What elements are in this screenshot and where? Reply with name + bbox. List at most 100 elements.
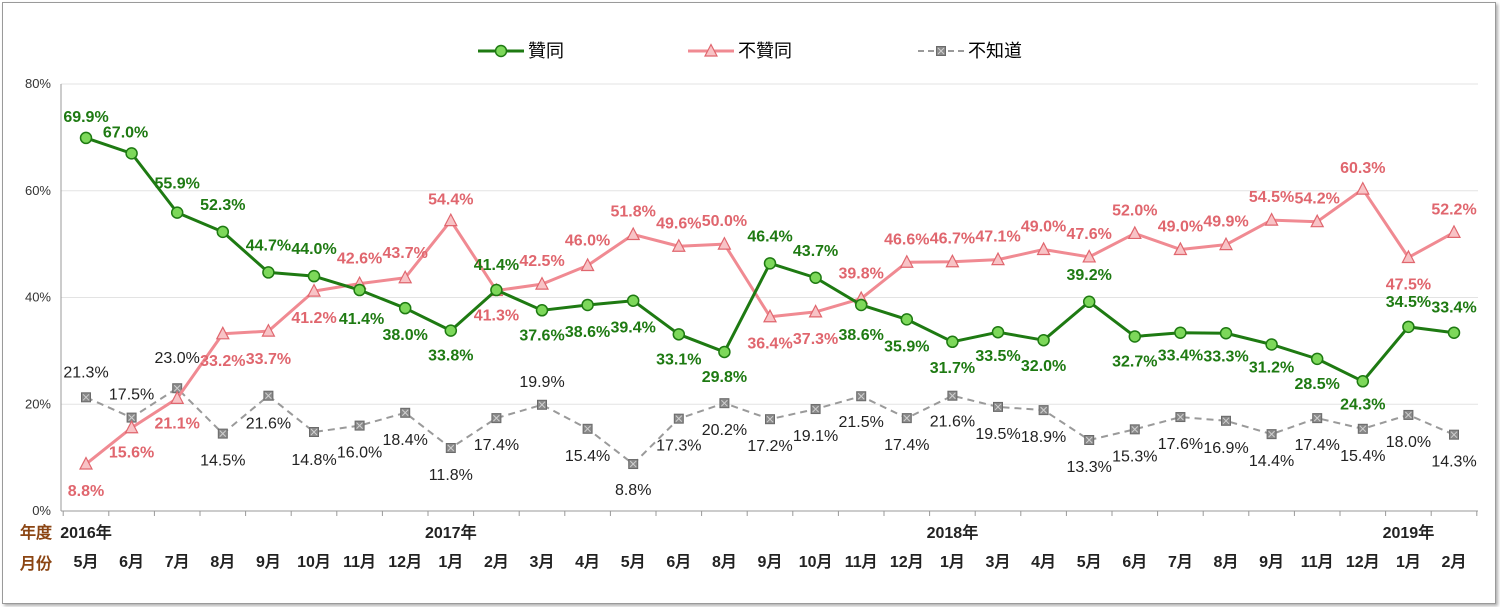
point-marker <box>216 225 230 239</box>
point-marker <box>809 271 822 285</box>
data-label: 18.4% <box>383 432 428 449</box>
point-marker <box>215 325 230 340</box>
point-marker <box>307 283 321 297</box>
data-label: 41.4% <box>474 257 519 274</box>
data-label: 41.3% <box>474 308 519 325</box>
data-label: 14.8% <box>291 452 336 469</box>
legend-label: 不贊同 <box>738 41 792 61</box>
data-label: 21.3% <box>63 364 108 381</box>
data-label: 17.6% <box>1158 436 1203 453</box>
category-label: 6月 <box>1122 553 1147 571</box>
point-marker-cross <box>310 428 318 436</box>
point-marker <box>1127 225 1142 240</box>
point-marker <box>535 276 549 290</box>
data-label: 54.5% <box>1249 189 1294 206</box>
point-marker <box>125 147 138 160</box>
point-marker <box>1355 181 1370 195</box>
data-label: 28.5% <box>1295 376 1340 393</box>
point-marker <box>398 269 413 284</box>
row-label-year: 年度 <box>20 523 53 542</box>
point-marker <box>1219 327 1233 340</box>
data-label: 44.0% <box>291 241 336 258</box>
point-marker <box>124 419 139 434</box>
data-label: 15.3% <box>1112 448 1157 465</box>
point-marker-cross <box>1040 406 1047 414</box>
series-2 <box>81 383 1459 470</box>
data-label: 46.7% <box>930 231 975 248</box>
category-label: 2月 <box>1442 553 1467 571</box>
point-marker <box>1128 330 1142 343</box>
data-label: 31.7% <box>930 360 975 377</box>
data-label: 38.6% <box>839 327 884 344</box>
point-marker <box>398 301 412 315</box>
point-marker-cross <box>1450 431 1458 439</box>
legend-item: 不知道 <box>918 41 1022 61</box>
point-marker-cross <box>584 425 591 433</box>
data-label: 17.4% <box>884 437 929 454</box>
y-tick-label: 80% <box>25 76 51 91</box>
point-marker <box>1037 333 1050 347</box>
data-label: 32.7% <box>1112 353 1157 370</box>
data-label: 8.8% <box>615 482 651 499</box>
data-label: 55.9% <box>155 176 200 193</box>
data-label: 13.3% <box>1067 459 1112 476</box>
point-marker <box>763 308 777 323</box>
point-marker <box>899 254 914 268</box>
data-label: 18.9% <box>1021 429 1066 446</box>
point-marker-cross <box>629 460 637 468</box>
point-marker <box>672 328 686 341</box>
data-label: 33.1% <box>656 351 701 368</box>
point-marker-cross <box>949 392 956 400</box>
legend-label: 不知道 <box>968 41 1022 61</box>
point-marker <box>581 298 594 312</box>
point-marker <box>262 266 275 279</box>
point-marker <box>1310 352 1324 366</box>
year-label: 2019年 <box>1383 523 1435 542</box>
year-label: 2018年 <box>927 523 979 542</box>
point-marker-cross <box>356 422 363 429</box>
category-label: 10月 <box>799 553 833 571</box>
point-marker-cross <box>1085 436 1093 444</box>
data-label: 14.5% <box>200 453 245 470</box>
category-label: 9月 <box>256 553 281 571</box>
data-label: 19.1% <box>793 428 838 445</box>
data-label: 51.8% <box>611 204 656 221</box>
data-label: 60.3% <box>1340 160 1385 177</box>
data-label: 31.2% <box>1249 359 1294 376</box>
data-label: 18.0% <box>1386 434 1431 451</box>
point-marker <box>991 325 1005 339</box>
data-label: 49.9% <box>1203 214 1248 231</box>
data-label: 24.3% <box>1340 396 1385 413</box>
point-marker <box>307 269 321 283</box>
data-label: 43.7% <box>383 245 428 262</box>
legend-item: 贊同 <box>478 41 564 61</box>
data-label: 46.4% <box>747 228 792 245</box>
data-label: 21.6% <box>246 416 291 433</box>
point-marker-cross <box>538 401 546 409</box>
data-label: 20.2% <box>702 422 747 439</box>
data-label: 17.5% <box>109 387 154 404</box>
point-marker-cross <box>721 399 728 407</box>
data-label: 37.3% <box>793 331 838 348</box>
data-label: 17.4% <box>474 437 519 454</box>
legend-item: 不贊同 <box>688 41 792 61</box>
point-marker <box>718 345 731 359</box>
point-marker <box>170 390 185 404</box>
data-label: 33.5% <box>975 348 1020 365</box>
year-label: 2016年 <box>60 523 112 542</box>
data-label: 47.6% <box>1067 226 1112 243</box>
data-label: 19.9% <box>519 374 564 391</box>
data-label: 69.9% <box>63 109 108 126</box>
point-marker <box>1356 375 1370 388</box>
point-marker-cross <box>82 393 90 401</box>
legend-label: 贊同 <box>528 41 564 61</box>
point-marker <box>717 236 732 250</box>
category-label: 4月 <box>1031 553 1056 571</box>
data-label: 38.0% <box>383 327 428 344</box>
point-marker <box>79 456 93 470</box>
point-marker <box>1401 249 1416 264</box>
point-marker <box>494 44 508 58</box>
data-label: 21.6% <box>930 414 975 431</box>
category-label: 4月 <box>575 553 600 571</box>
